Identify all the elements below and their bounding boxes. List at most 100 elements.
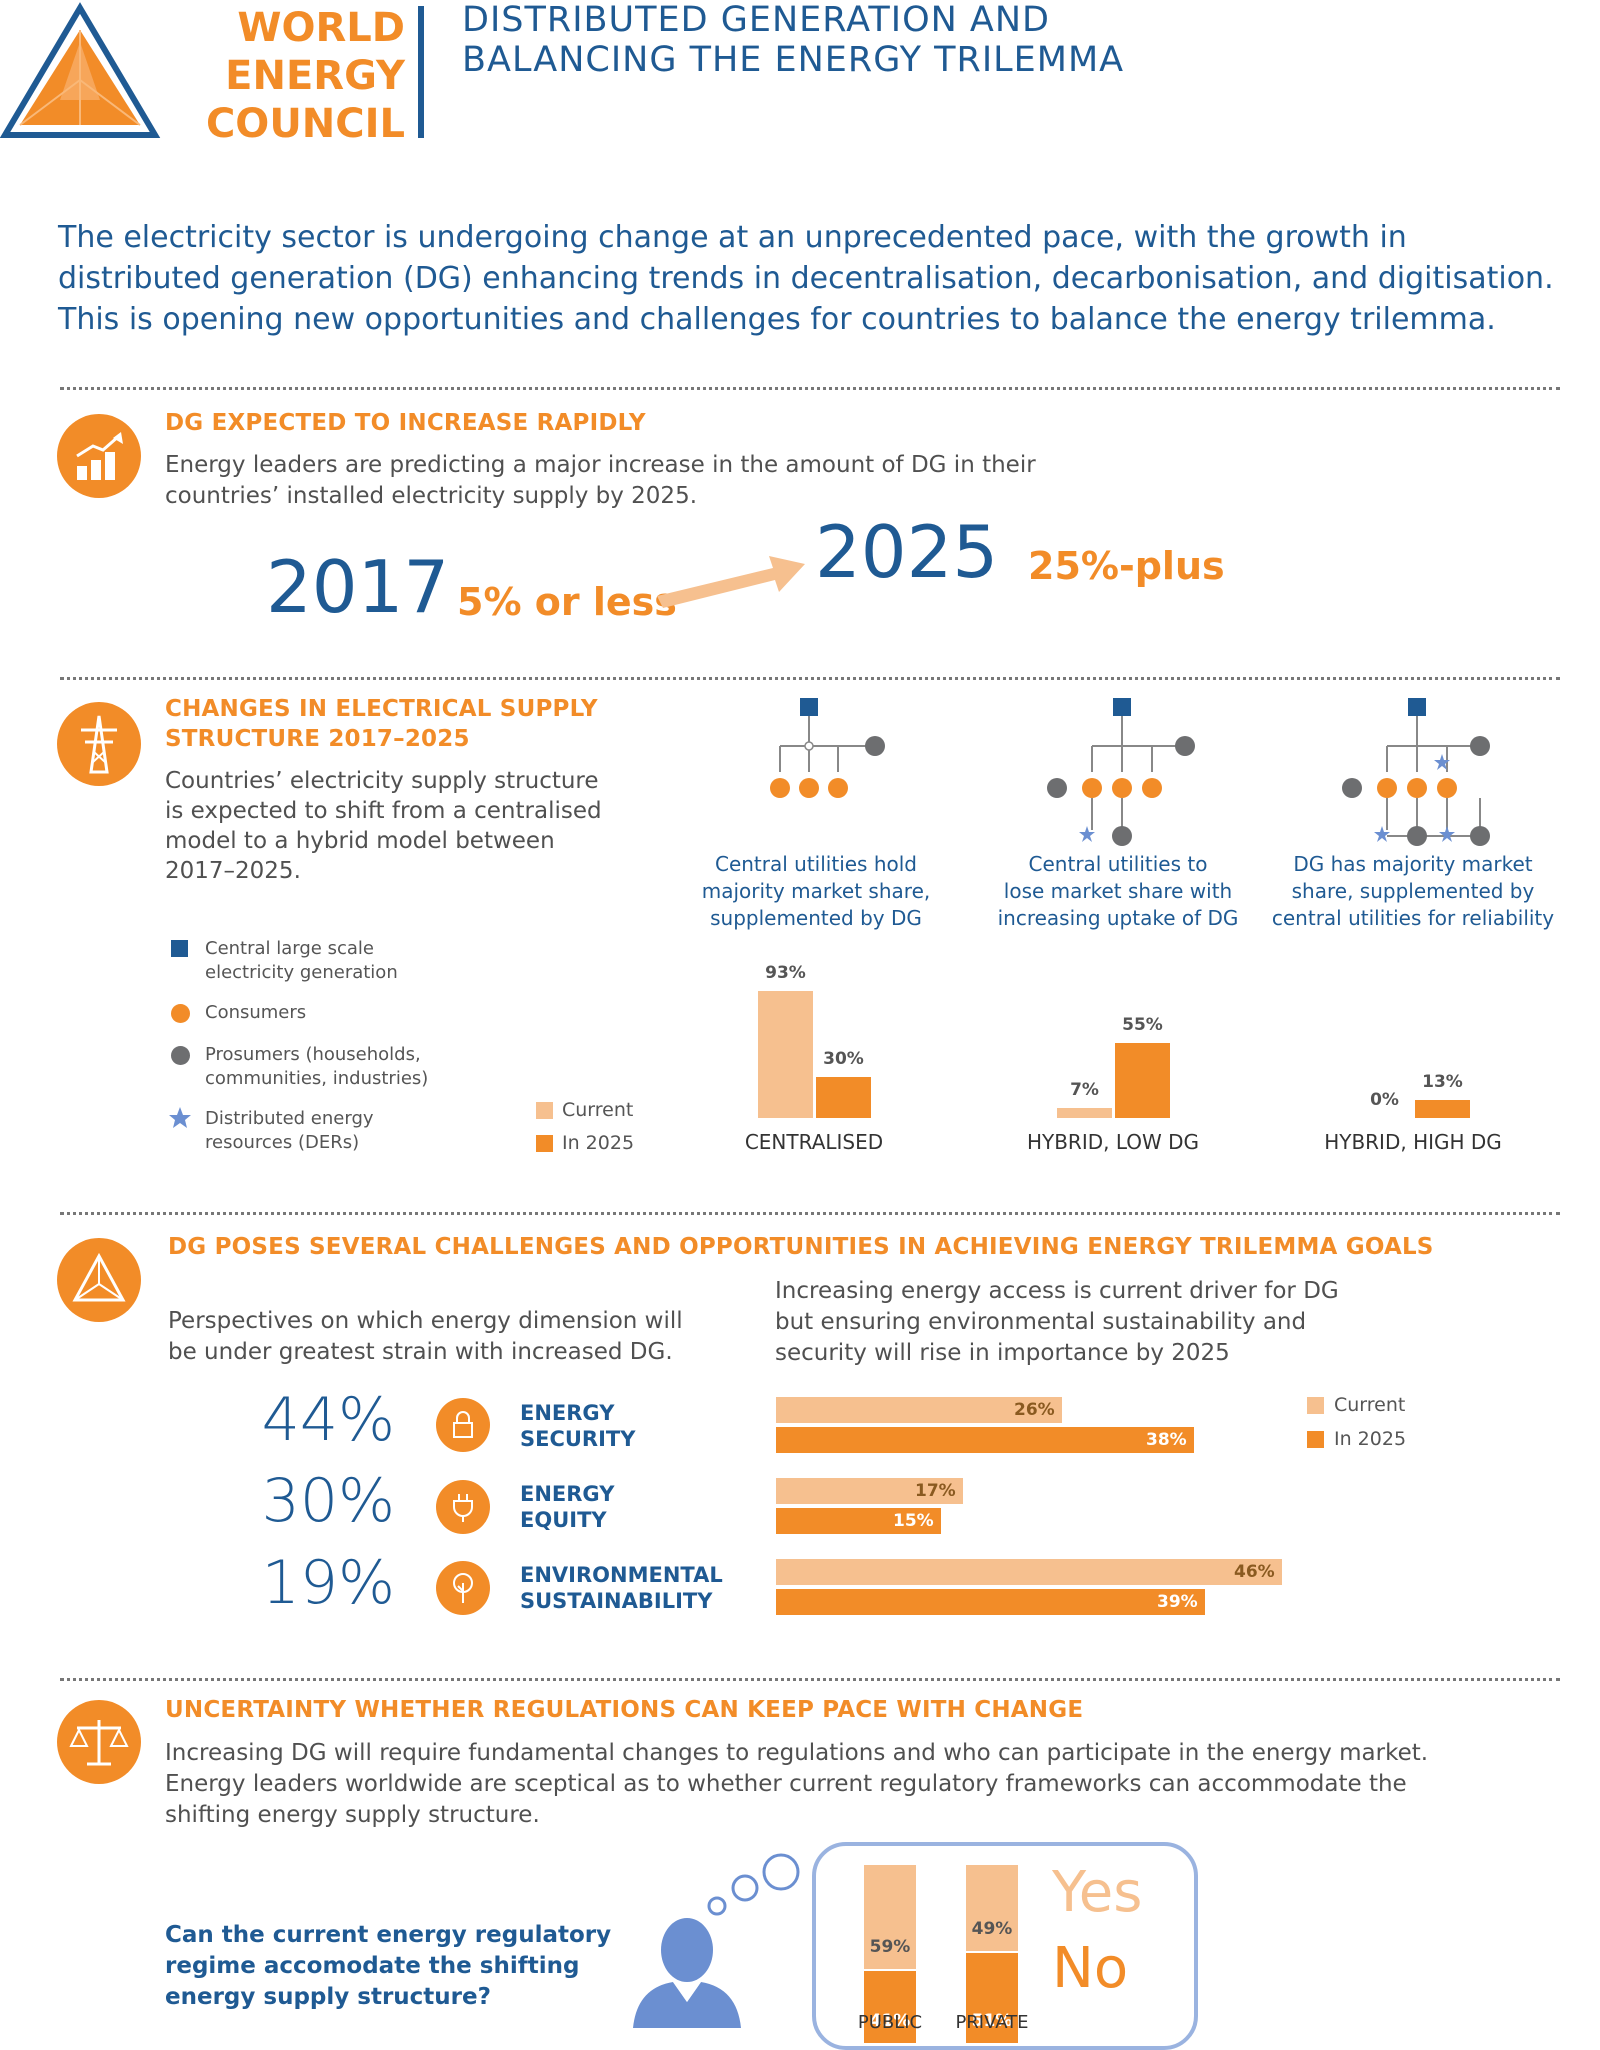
category-label: HYBRID, HIGH DG [1324, 1130, 1502, 1154]
legend-central-line1: Central large scale [205, 938, 374, 959]
caption-hybrid-low-line2: lose market share with [1003, 879, 1233, 903]
bar-legend-2025: In 2025 [562, 1132, 635, 1154]
dimension-equity-line2: EQUITY [520, 1508, 607, 1532]
regulation-question: Can the current energy regulatory regime… [165, 1920, 611, 2013]
equity-strain-pct: 30% [261, 1466, 395, 1536]
category-label: CENTRALISED [744, 1130, 884, 1154]
bar-value-label: 55% [1122, 1014, 1163, 1035]
caption-centralised-line1: Central utilities hold [714, 852, 917, 876]
caption-centralised: Central utilities hold majority market s… [681, 851, 951, 932]
org-name: WORLD ENERGY COUNCIL [180, 4, 405, 148]
hbar-current-3 [776, 1559, 1282, 1585]
legend-central-line2: electricity generation [205, 962, 398, 983]
bar-value-label: 93% [765, 962, 806, 983]
hbar-current-2 [776, 1478, 963, 1504]
legend-circle-prosumers [171, 1046, 190, 1065]
dimension-security: ENERGY SECURITY [520, 1400, 635, 1452]
diagram-hybrid-high [1342, 698, 1490, 846]
intro-line3: This is opening new opportunities and ch… [58, 302, 1496, 337]
section4-body-line3: shifting energy supply structure. [165, 1802, 540, 1828]
hbar-in-2025-2 [776, 1508, 941, 1534]
hbar-value-label: 46% [1234, 1562, 1275, 1582]
hbar-value-label: 26% [1014, 1400, 1055, 1420]
bar-legend-2025-swatch [536, 1135, 553, 1152]
section2-body-line1: Countries’ electricity supply structure [165, 768, 599, 794]
legend-prosumers-line1: Prosumers (households, [205, 1044, 421, 1065]
diagram-hybrid-low [1047, 698, 1195, 846]
dimension-sustainability: ENVIRONMENTAL SUSTAINABILITY [520, 1562, 723, 1614]
hbar-value-label: 15% [893, 1511, 934, 1531]
divider-3 [60, 1212, 1560, 1215]
bar-legend-current: Current [562, 1099, 634, 1121]
no-label: No [1052, 1936, 1129, 2001]
section1-title: DG EXPECTED TO INCREASE RAPIDLY [165, 410, 646, 436]
caption-hybrid-high-line2: share, supplemented by [1291, 879, 1535, 903]
dg-share-2017: 5% or less [457, 580, 677, 624]
wec-logo [0, 2, 161, 138]
section4-title: UNCERTAINTY WHETHER REGULATIONS CAN KEEP… [165, 1697, 1084, 1723]
org-line2: ENERGY [225, 53, 405, 99]
regulation-question-line3: energy supply structure? [165, 1984, 491, 2010]
section2-body-line4: 2017–2025. [165, 858, 301, 884]
dimension-sustainability-line1: ENVIRONMENTAL [520, 1563, 723, 1587]
page-title: DISTRIBUTED GENERATION AND BALANCING THE… [462, 0, 1124, 80]
scales-icon [57, 1700, 141, 1784]
section4-body-line2: Energy leaders worldwide are sceptical a… [165, 1771, 1407, 1797]
dimension-equity: ENERGY EQUITY [520, 1481, 614, 1533]
legend-central-generation: Central large scale electricity generati… [205, 937, 398, 985]
dimension-security-line1: ENERGY [520, 1401, 615, 1425]
section3-right-line2: but ensuring environmental sustainabilit… [775, 1309, 1307, 1335]
bar-legend-current-swatch [536, 1102, 553, 1119]
legend-ders-line2: resources (DERs) [205, 1132, 360, 1153]
section3-left-line2: be under greatest strain with increased … [168, 1339, 673, 1365]
dimension-equity-line1: ENERGY [520, 1482, 615, 1506]
section3-right-line1: Increasing energy access is current driv… [775, 1278, 1339, 1304]
section2-body-line3: model to a hybrid model between [165, 828, 555, 854]
legend-ders: Distributed energy resources (DERs) [205, 1107, 374, 1155]
legend-prosumers-line2: communities, industries) [205, 1068, 429, 1089]
bar-current-1 [758, 990, 813, 1118]
bar-in-2025-1 [816, 1076, 871, 1118]
section3-left-text: Perspectives on which energy dimension w… [168, 1306, 683, 1368]
section2-title-line1: CHANGES IN ELECTRICAL SUPPLY [165, 696, 598, 722]
regulation-question-line1: Can the current energy regulatory [165, 1922, 612, 1948]
plug-icon [436, 1480, 490, 1534]
yes-label: Yes [1052, 1860, 1143, 1925]
hbar-legend-current-swatch [1307, 1397, 1324, 1414]
hbar-value-label: 38% [1146, 1430, 1187, 1450]
hbar-in-2025-1 [776, 1427, 1194, 1453]
bar-value-label: 7% [1070, 1080, 1099, 1101]
org-line3: COUNCIL [205, 101, 405, 147]
caption-centralised-line3: supplemented by DG [710, 906, 922, 930]
caption-hybrid-low: Central utilities to lose market share w… [983, 851, 1253, 932]
hbar-legend-2025: In 2025 [1334, 1428, 1407, 1450]
tree-icon [436, 1561, 490, 1615]
header-divider [418, 6, 424, 138]
caption-centralised-line2: majority market share, [701, 879, 931, 903]
section1-body-line2: countries’ installed electricity supply … [165, 483, 698, 509]
legend-star-icon [169, 1107, 191, 1128]
section2-body-line2: is expected to shift from a centralised [165, 798, 602, 824]
bar-value-label: 13% [1422, 1072, 1463, 1093]
hbar-current-1 [776, 1397, 1062, 1423]
section4-body: Increasing DG will require fundamental c… [165, 1738, 1428, 1831]
bar-value-label: 30% [823, 1048, 864, 1069]
bar-in-2025-2 [1115, 1042, 1170, 1118]
intro-text: The electricity sector is undergoing cha… [58, 217, 1558, 340]
caption-hybrid-low-line1: Central utilities to [1028, 852, 1208, 876]
dimension-sustainability-line2: SUSTAINABILITY [520, 1589, 713, 1613]
regulation-question-line2: regime accomodate the shifting [165, 1953, 580, 1979]
hbar-legend-current: Current [1334, 1394, 1406, 1416]
divider-2 [60, 677, 1560, 680]
legend-ders-line1: Distributed energy [205, 1108, 374, 1129]
bar-value-label: 0% [1370, 1090, 1399, 1110]
caption-hybrid-high-line1: DG has majority market [1293, 852, 1533, 876]
legend-prosumers: Prosumers (households, communities, indu… [205, 1043, 428, 1091]
legend-square-central [171, 940, 188, 957]
intro-line1: The electricity sector is undergoing cha… [58, 220, 1407, 255]
trilemma-triangle-icon [57, 1238, 141, 1322]
section2-title: CHANGES IN ELECTRICAL SUPPLY STRUCTURE 2… [165, 694, 598, 754]
page-title-line2: BALANCING THE ENERGY TRILEMMA [462, 40, 1125, 80]
caption-hybrid-low-line3: increasing uptake of DG [997, 906, 1239, 930]
section2-title-line2: STRUCTURE 2017–2025 [165, 726, 470, 752]
